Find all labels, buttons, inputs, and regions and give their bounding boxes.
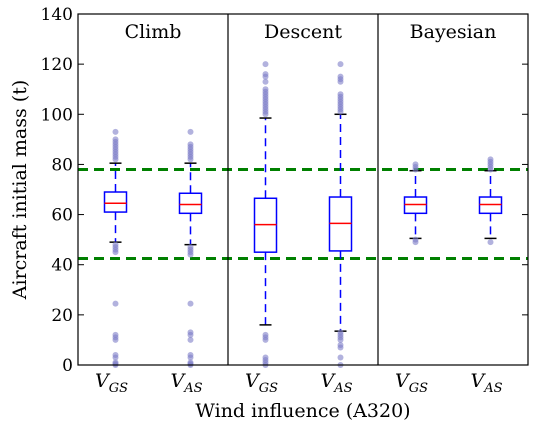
y-axis-label: Aircraft initial mass (t) bbox=[9, 80, 31, 301]
box-3-2 bbox=[478, 156, 503, 246]
outlier-point bbox=[262, 61, 269, 68]
outlier-point bbox=[187, 351, 194, 358]
outlier-point bbox=[487, 156, 494, 163]
box-1-2 bbox=[178, 128, 203, 368]
category-subscript: AS bbox=[483, 381, 502, 396]
outlier-point bbox=[112, 300, 119, 307]
outlier-point bbox=[262, 86, 269, 93]
outlier-point bbox=[187, 359, 194, 366]
outlier-point bbox=[262, 78, 269, 85]
category-label: VAS bbox=[170, 370, 202, 396]
category-label: VGS bbox=[245, 370, 278, 396]
category-subscript: AS bbox=[183, 381, 202, 396]
reference-lines bbox=[78, 167, 528, 260]
box-2-2 bbox=[328, 61, 353, 368]
outlier-point bbox=[112, 331, 119, 338]
plot-background bbox=[78, 14, 528, 365]
outlier-point bbox=[262, 354, 269, 361]
outlier-point bbox=[262, 71, 269, 78]
x-axis-label: Wind influence (A320) bbox=[195, 400, 410, 422]
y-tick-label: 80 bbox=[51, 155, 73, 175]
outlier-point bbox=[112, 351, 119, 358]
x-axis-categories: VGS VAS VGS VAS VGS VAS bbox=[95, 370, 503, 396]
category-subscript: AS bbox=[333, 381, 352, 396]
panel-title-3: Bayesian bbox=[410, 21, 497, 43]
category-subscript: GS bbox=[259, 381, 278, 396]
plot-area bbox=[78, 14, 528, 365]
outlier-point bbox=[337, 354, 344, 361]
y-tick-label: 40 bbox=[51, 256, 73, 276]
outlier-point bbox=[112, 359, 119, 366]
outlier-point bbox=[187, 300, 194, 307]
outlier-point bbox=[112, 136, 119, 143]
outlier-point bbox=[112, 128, 119, 135]
category-label: VAS bbox=[470, 370, 502, 396]
panel-titles: Climb Descent Bayesian bbox=[125, 21, 497, 43]
panel-title-2: Descent bbox=[264, 21, 342, 43]
category-subscript: GS bbox=[409, 381, 428, 396]
outlier-point bbox=[412, 161, 419, 168]
plot-border bbox=[77, 13, 529, 366]
y-tick-label: 60 bbox=[51, 206, 73, 226]
outlier-point bbox=[187, 244, 194, 251]
box-1-1 bbox=[103, 128, 128, 368]
y-tick-label: 120 bbox=[41, 55, 73, 75]
box-body bbox=[178, 192, 203, 215]
box-2-1 bbox=[253, 61, 278, 368]
outlier-point bbox=[412, 236, 419, 243]
outlier-point bbox=[337, 329, 344, 336]
outlier-point bbox=[487, 239, 494, 246]
category-label: VAS bbox=[320, 370, 352, 396]
outlier-point bbox=[337, 73, 344, 80]
outlier-point bbox=[337, 61, 344, 68]
y-tick-label: 20 bbox=[51, 306, 73, 326]
outlier-point bbox=[187, 336, 194, 343]
outlier-point bbox=[112, 241, 119, 248]
y-tick-label: 140 bbox=[41, 5, 73, 25]
outlier-point bbox=[337, 341, 344, 348]
category-label: VGS bbox=[95, 370, 128, 396]
outlier-point bbox=[187, 128, 194, 135]
y-tick-label: 100 bbox=[41, 105, 73, 125]
outlier-point bbox=[187, 329, 194, 336]
outlier-point bbox=[337, 91, 344, 98]
box-body bbox=[103, 191, 128, 213]
outlier-point bbox=[262, 331, 269, 338]
box-3-1 bbox=[403, 161, 428, 246]
category-subscript: GS bbox=[109, 381, 128, 396]
panel-title-1: Climb bbox=[125, 21, 182, 43]
plot-frame bbox=[77, 13, 529, 366]
outlier-point bbox=[187, 141, 194, 148]
y-axis-ticks: 0 20 40 60 80 100 120 140 bbox=[41, 5, 528, 376]
y-tick-label: 0 bbox=[62, 356, 73, 376]
category-label: VGS bbox=[395, 370, 428, 396]
box-series bbox=[103, 61, 503, 368]
